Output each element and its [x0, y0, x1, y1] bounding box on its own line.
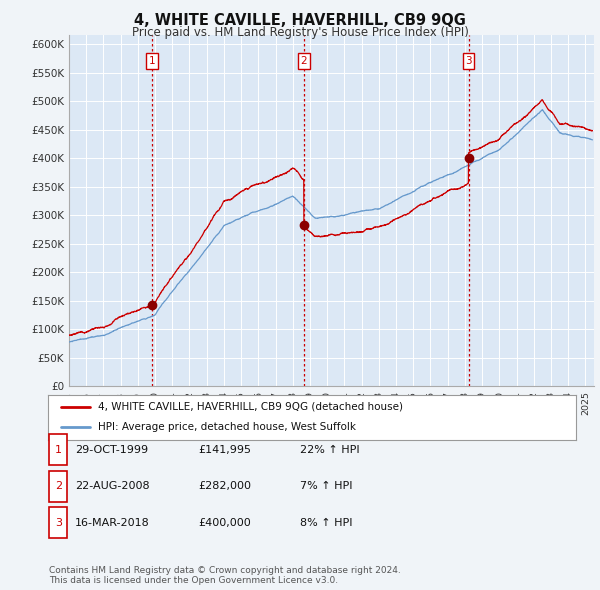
Text: 29-OCT-1999: 29-OCT-1999	[75, 445, 148, 454]
Text: 3: 3	[55, 518, 62, 527]
Text: Price paid vs. HM Land Registry's House Price Index (HPI): Price paid vs. HM Land Registry's House …	[131, 26, 469, 39]
Text: 7% ↑ HPI: 7% ↑ HPI	[300, 481, 353, 491]
Text: £282,000: £282,000	[198, 481, 251, 491]
Text: 1: 1	[149, 56, 155, 66]
Text: 22-AUG-2008: 22-AUG-2008	[75, 481, 149, 491]
Text: 16-MAR-2018: 16-MAR-2018	[75, 518, 150, 527]
Text: 4, WHITE CAVILLE, HAVERHILL, CB9 9QG: 4, WHITE CAVILLE, HAVERHILL, CB9 9QG	[134, 13, 466, 28]
Text: 3: 3	[465, 56, 472, 66]
Text: 8% ↑ HPI: 8% ↑ HPI	[300, 518, 353, 527]
Text: 4, WHITE CAVILLE, HAVERHILL, CB9 9QG (detached house): 4, WHITE CAVILLE, HAVERHILL, CB9 9QG (de…	[98, 402, 403, 412]
Text: Contains HM Land Registry data © Crown copyright and database right 2024.
This d: Contains HM Land Registry data © Crown c…	[49, 566, 401, 585]
Text: 22% ↑ HPI: 22% ↑ HPI	[300, 445, 359, 454]
Text: 2: 2	[301, 56, 307, 66]
Text: £400,000: £400,000	[198, 518, 251, 527]
Text: 1: 1	[55, 445, 62, 454]
Text: 2: 2	[55, 481, 62, 491]
Text: £141,995: £141,995	[198, 445, 251, 454]
Text: HPI: Average price, detached house, West Suffolk: HPI: Average price, detached house, West…	[98, 422, 356, 432]
